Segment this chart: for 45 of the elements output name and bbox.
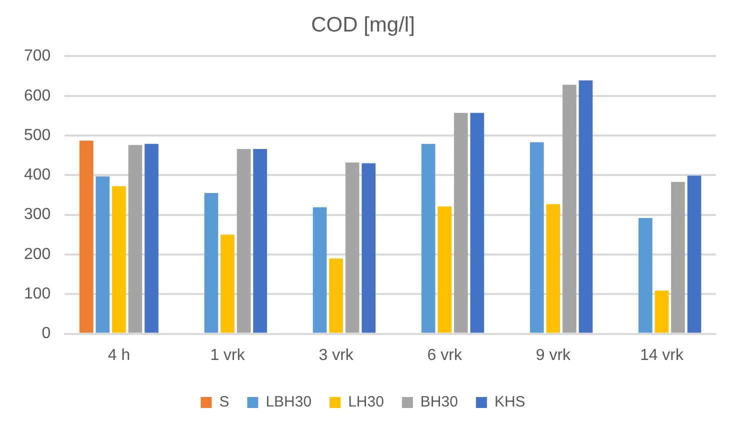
bar — [578, 80, 593, 333]
chart-title: COD [mg/l] — [311, 13, 415, 36]
bar — [204, 193, 218, 333]
x-tick-label: 1 vrk — [210, 346, 246, 364]
bar — [470, 112, 484, 333]
legend-label: S — [219, 394, 230, 411]
y-tick-label: 300 — [24, 206, 51, 224]
bar — [421, 144, 436, 333]
bar — [362, 163, 376, 333]
bar — [236, 149, 251, 333]
bar — [79, 140, 94, 333]
legend-label: LBH30 — [266, 394, 312, 411]
y-tick-label: 700 — [24, 48, 51, 65]
y-tick-label: 200 — [24, 246, 51, 263]
legend-label: BH30 — [420, 394, 458, 411]
bar — [687, 176, 702, 333]
legend-label: LH30 — [348, 394, 384, 411]
y-tick-label: 400 — [24, 166, 51, 184]
bar — [345, 162, 360, 333]
bar — [671, 182, 685, 333]
bar — [96, 176, 110, 333]
bar — [312, 207, 327, 333]
y-tick-label: 500 — [24, 126, 51, 144]
x-tick-label: 4 h — [108, 346, 130, 364]
bar — [220, 234, 234, 333]
bar — [128, 145, 142, 333]
bar — [253, 149, 268, 333]
bar — [638, 218, 652, 333]
bar — [546, 204, 560, 333]
bar — [562, 84, 576, 333]
bar — [329, 258, 343, 333]
bar — [144, 144, 158, 333]
x-tick-label: 9 vrk — [536, 346, 572, 364]
bar — [438, 206, 452, 333]
legend-label: KHS — [494, 394, 526, 411]
bar — [112, 186, 126, 333]
x-tick-label: 6 vrk — [427, 346, 463, 364]
bar — [654, 290, 669, 333]
y-tick-label: 100 — [24, 286, 51, 303]
x-tick-label: 3 vrk — [318, 346, 354, 364]
bar — [454, 112, 468, 333]
bar — [530, 142, 544, 333]
y-tick-label: 0 — [42, 325, 51, 342]
y-tick-label: 600 — [24, 87, 51, 104]
x-tick-label: 14 vrk — [640, 346, 685, 364]
